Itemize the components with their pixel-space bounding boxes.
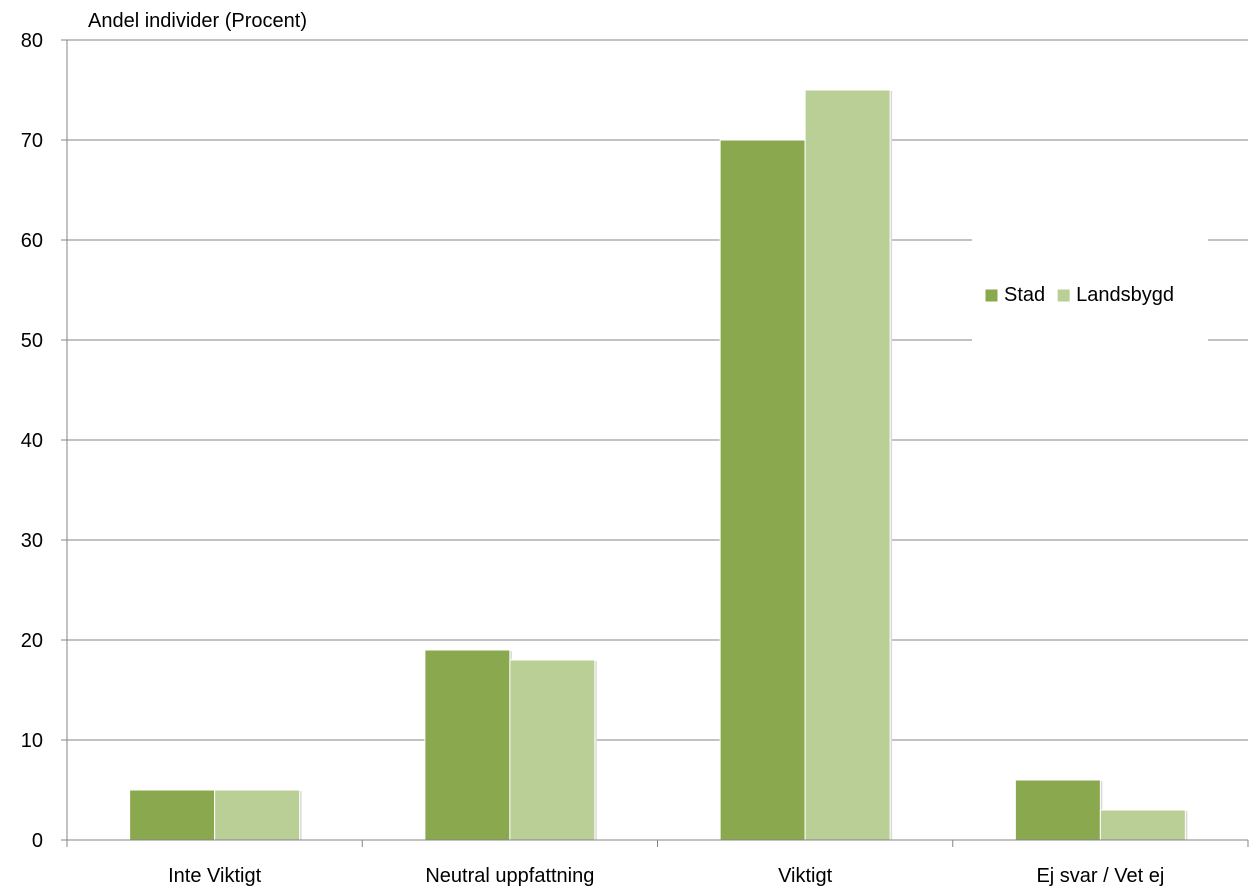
y-axis-ticks: 0 10 20 30 40 50 60 70 80 xyxy=(21,30,43,852)
legend-swatch-stad xyxy=(984,288,999,303)
bar-stad-3 xyxy=(1014,779,1101,841)
y-tick-label: 50 xyxy=(21,330,43,352)
legend-label-landsbygd: Landsbygd xyxy=(1076,284,1174,306)
y-tick-label: 60 xyxy=(21,230,43,252)
bar-landsbygd-0 xyxy=(214,789,301,841)
y-tick-label: 30 xyxy=(21,530,43,552)
legend-swatch-landsbygd xyxy=(1056,288,1071,303)
bar-landsbygd-1 xyxy=(509,659,596,841)
x-tick-label: Inte Viktigt xyxy=(168,865,261,887)
bar-landsbygd-3 xyxy=(1099,809,1186,841)
y-tick-label: 70 xyxy=(21,130,43,152)
y-tick-label: 40 xyxy=(21,430,43,452)
legend-box xyxy=(972,228,1208,350)
bar-stad-0 xyxy=(129,789,216,841)
axes xyxy=(61,39,1249,847)
legend-label-stad: Stad xyxy=(1004,284,1045,306)
bar-landsbygd-2 xyxy=(804,89,891,841)
legend: Stad Landsbygd xyxy=(972,228,1208,350)
y-tick-label: 10 xyxy=(21,730,43,752)
x-tick-label: Ej svar / Vet ej xyxy=(1036,865,1164,887)
gridlines xyxy=(67,39,1248,741)
y-tick-label: 20 xyxy=(21,630,43,652)
x-axis-ticks: Inte Viktigt Neutral uppfattning Viktigt Ej… xyxy=(168,865,1164,887)
y-tick-label: 80 xyxy=(21,30,43,52)
bar-stad-2 xyxy=(719,139,806,841)
y-tick-label: 0 xyxy=(32,830,43,852)
y-axis-label: Andel individer (Procent) xyxy=(88,10,307,32)
x-tick-label: Viktigt xyxy=(778,865,833,887)
x-tick-label: Neutral uppfattning xyxy=(425,865,594,887)
bars xyxy=(129,89,1188,841)
bar-stad-1 xyxy=(424,649,511,841)
